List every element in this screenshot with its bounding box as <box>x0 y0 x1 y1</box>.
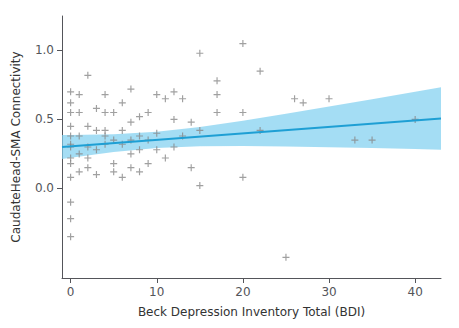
svg-text:0.0: 0.0 <box>35 181 54 195</box>
svg-text:30: 30 <box>321 285 336 299</box>
svg-text:CaudateHead-SMA Connectivity: CaudateHead-SMA Connectivity <box>9 51 23 242</box>
svg-text:0.5: 0.5 <box>35 112 54 126</box>
svg-text:20: 20 <box>235 285 250 299</box>
svg-text:40: 40 <box>408 285 423 299</box>
svg-text:1.0: 1.0 <box>35 43 54 57</box>
svg-text:Beck Depression Inventory Tota: Beck Depression Inventory Total (BDI) <box>138 305 365 319</box>
svg-text:10: 10 <box>149 285 164 299</box>
svg-text:0: 0 <box>67 285 75 299</box>
